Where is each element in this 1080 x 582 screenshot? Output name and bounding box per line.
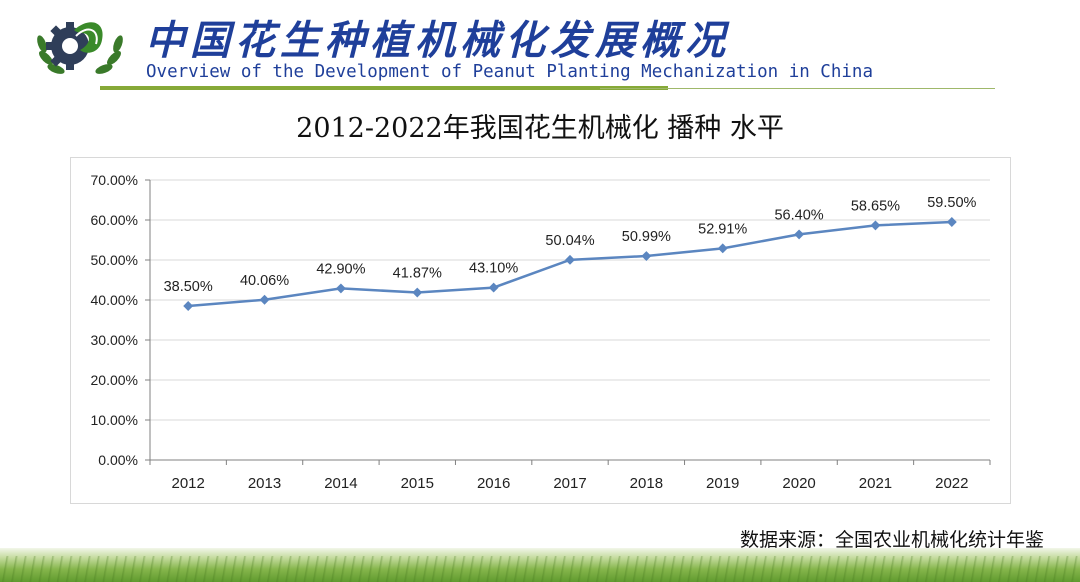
data-label: 52.91%	[698, 221, 747, 237]
x-tick-label: 2020	[782, 475, 815, 492]
x-tick-label: 2014	[324, 475, 357, 492]
line-chart: 0.00% 10.00% 20.00% 30.00% 40.00% 50.00% 60.00…	[91, 172, 991, 492]
x-tick-label: 2019	[706, 475, 739, 492]
data-point	[335, 283, 346, 294]
y-tick-label: 70.00%	[91, 172, 138, 188]
chart-area: 0.00% 10.00% 20.00% 30.00% 40.00% 50.00% 60.00…	[70, 157, 1011, 504]
data-point	[488, 282, 499, 293]
y-tick-label: 0.00%	[98, 452, 138, 468]
x-tick-label: 2022	[935, 475, 968, 492]
data-label: 40.06%	[240, 273, 289, 289]
data-label: 56.40%	[774, 207, 823, 223]
data-label: 43.10%	[469, 261, 518, 277]
data-label: 50.99%	[622, 229, 671, 245]
data-point	[641, 251, 652, 261]
y-tick-label: 30.00%	[91, 332, 138, 348]
y-tick-label: 20.00%	[91, 372, 138, 388]
y-tick-label: 50.00%	[91, 252, 138, 268]
data-point	[565, 254, 575, 265]
logo	[30, 6, 130, 86]
gridlines	[150, 179, 990, 421]
x-tick-label: 2018	[630, 475, 663, 492]
data-point	[946, 217, 957, 227]
peanut-gear-logo-icon	[37, 22, 123, 74]
data-label: 58.65%	[851, 198, 900, 214]
x-tick-label: 2013	[248, 475, 281, 492]
x-tick-label: 2012	[171, 475, 204, 492]
data-label: 42.90%	[316, 261, 365, 277]
data-label: 59.50%	[927, 195, 976, 211]
y-tick-label: 60.00%	[91, 212, 138, 228]
x-tick-label: 2021	[859, 475, 892, 492]
axes	[145, 179, 991, 465]
page-subtitle: Overview of the Development of Peanut Pl…	[146, 62, 873, 82]
header-divider	[100, 86, 668, 90]
x-tick-label: 2016	[477, 475, 510, 492]
data-source-note: 数据来源：全国农业机械化统计年鉴	[739, 529, 1044, 551]
grass-blades-decoration	[0, 556, 1080, 582]
grass-decoration	[0, 548, 1080, 582]
x-tick-label: 2017	[553, 475, 586, 492]
x-tick-labels: 2012 2013 2014 2015 2016 2017 2018 2019 2020 2021…	[171, 475, 968, 492]
y-tick-label: 40.00%	[91, 292, 138, 308]
data-point	[183, 301, 194, 311]
series-layer	[183, 217, 957, 311]
data-point	[870, 220, 881, 231]
data-label: 38.50%	[164, 279, 213, 295]
data-point	[412, 287, 423, 298]
page-title: 中国花生种植机械化发展概况	[145, 17, 730, 64]
x-tick-label: 2015	[401, 475, 434, 492]
data-point	[259, 294, 270, 305]
data-label: 41.87%	[393, 266, 442, 282]
data-point	[717, 243, 728, 254]
data-labels: 38.50% 40.06% 42.90% 41.87% 43.10% 50.04% 50.9…	[164, 195, 977, 295]
data-label: 50.04%	[545, 233, 594, 249]
data-point	[794, 229, 805, 240]
y-tick-label: 10.00%	[91, 412, 138, 428]
chart-title: 2012-2022年我国花生机械化 播种 水平	[296, 113, 784, 144]
header-divider-thin	[600, 88, 995, 89]
y-tick-labels: 0.00% 10.00% 20.00% 30.00% 40.00% 50.00% 60.00…	[91, 172, 138, 468]
